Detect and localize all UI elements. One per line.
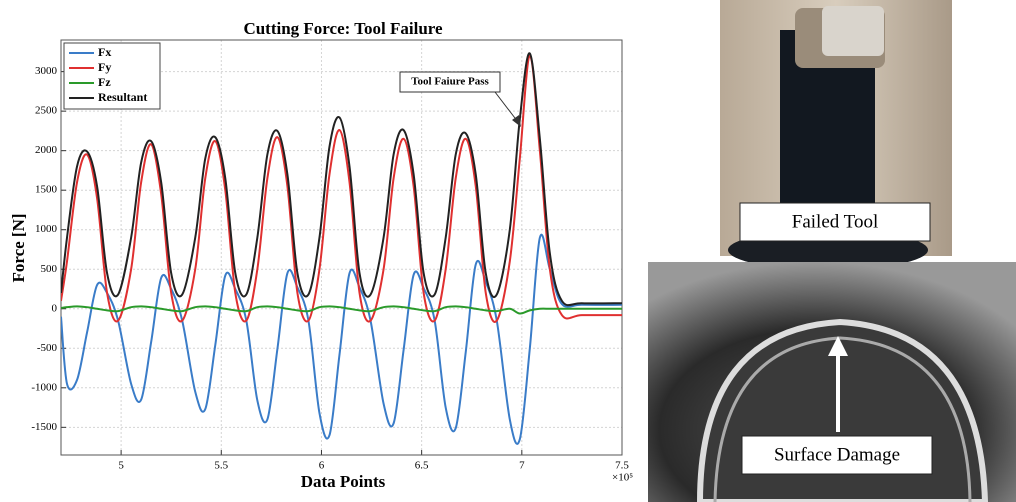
x-tick-label: 6 bbox=[319, 460, 325, 472]
surface-damage-photo: Surface Damage bbox=[648, 262, 1016, 502]
y-tick-label: 2500 bbox=[35, 105, 58, 117]
x-tick-label: 5 bbox=[118, 460, 124, 472]
failed-tool-photo: Failed Tool bbox=[720, 0, 952, 270]
y-tick-label: -1000 bbox=[31, 381, 57, 393]
legend-label: Fy bbox=[98, 60, 111, 74]
x-tick-label: 6.5 bbox=[415, 460, 429, 472]
series-line bbox=[61, 233, 622, 445]
y-tick-label: 0 bbox=[52, 302, 58, 314]
x-exponent-label: ×10⁵ bbox=[612, 472, 633, 484]
annotation-box bbox=[399, 71, 501, 93]
annotation-text: Tool Faiure Pass bbox=[411, 76, 489, 88]
x-axis-label: Data Points bbox=[301, 472, 386, 491]
annotation-arrowhead bbox=[512, 115, 521, 127]
x-tick-label: 5.5 bbox=[214, 460, 228, 472]
y-tick-label: -1500 bbox=[31, 421, 57, 433]
annotation-arrow bbox=[494, 91, 519, 123]
y-axis-label: Force [N] bbox=[9, 213, 28, 282]
legend-label: Fx bbox=[98, 45, 111, 59]
y-tick-label: 2000 bbox=[35, 144, 58, 156]
photo-label: Surface Damage bbox=[774, 444, 900, 465]
chart-title: Cutting Force: Tool Failure bbox=[243, 19, 443, 38]
series-group bbox=[61, 52, 622, 445]
y-tick-label: 1500 bbox=[35, 184, 58, 196]
series-line bbox=[61, 52, 622, 307]
x-tick-label: 7.5 bbox=[615, 460, 629, 472]
legend-label: Fz bbox=[98, 75, 111, 89]
y-tick-label: 500 bbox=[41, 263, 58, 275]
series-line bbox=[61, 305, 622, 315]
y-tick-label: 1000 bbox=[35, 223, 58, 235]
plot-frame bbox=[60, 39, 623, 456]
legend-label: Resultant bbox=[98, 90, 147, 104]
series-line bbox=[61, 54, 622, 323]
y-tick-label: -500 bbox=[37, 342, 58, 354]
photo-label: Failed Tool bbox=[792, 211, 878, 232]
x-tick-label: 7 bbox=[519, 460, 525, 472]
y-tick-label: 3000 bbox=[35, 65, 58, 77]
